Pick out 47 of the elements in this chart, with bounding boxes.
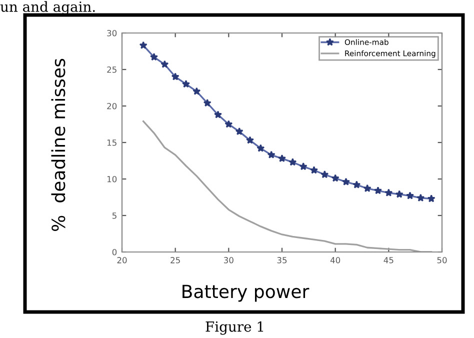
point bbox=[352, 180, 361, 188]
point bbox=[342, 178, 350, 186]
x-tick-label: 25 bbox=[170, 257, 180, 264]
point bbox=[203, 98, 212, 107]
y-tick-label: 30 bbox=[107, 30, 117, 36]
point bbox=[224, 120, 233, 128]
y-tick-label: 15 bbox=[107, 140, 116, 146]
caption: Figure 1 bbox=[206, 321, 264, 335]
text: un and again. bbox=[0, 1, 95, 15]
point bbox=[427, 194, 436, 202]
y-tick-label: 0 bbox=[112, 248, 117, 256]
point bbox=[235, 127, 244, 136]
x-tick-label: 35 bbox=[277, 257, 287, 264]
y-tick-label: 10 bbox=[107, 176, 117, 182]
point bbox=[395, 190, 404, 198]
point bbox=[214, 110, 222, 118]
y-tick-label: 20 bbox=[107, 102, 117, 110]
y-tick-label: 5 bbox=[112, 212, 116, 219]
x-tick-label: 40 bbox=[330, 257, 340, 264]
point bbox=[192, 87, 201, 95]
line-series bbox=[142, 120, 432, 252]
x-tick-label: 50 bbox=[437, 257, 447, 264]
point bbox=[267, 150, 276, 158]
point bbox=[310, 166, 318, 174]
point bbox=[150, 52, 158, 61]
point bbox=[139, 41, 148, 49]
y-tick-label: 25 bbox=[107, 66, 116, 73]
point bbox=[278, 154, 286, 162]
point bbox=[182, 80, 190, 88]
point bbox=[363, 184, 372, 192]
point bbox=[331, 174, 340, 182]
point bbox=[384, 188, 393, 196]
x-axis-title: Battery power bbox=[182, 284, 310, 302]
point bbox=[256, 144, 265, 152]
point bbox=[171, 72, 180, 80]
x-tick-label: 30 bbox=[224, 257, 234, 264]
x-tick-label: 20 bbox=[117, 257, 127, 264]
point bbox=[416, 194, 425, 202]
point bbox=[246, 136, 254, 144]
x-tick-label: 45 bbox=[384, 257, 394, 264]
point bbox=[406, 192, 414, 200]
point bbox=[288, 158, 297, 166]
point bbox=[160, 60, 169, 68]
point bbox=[320, 170, 329, 178]
y-axis-title: % deadline misses bbox=[51, 58, 66, 231]
point bbox=[299, 162, 308, 170]
point bbox=[374, 186, 382, 194]
